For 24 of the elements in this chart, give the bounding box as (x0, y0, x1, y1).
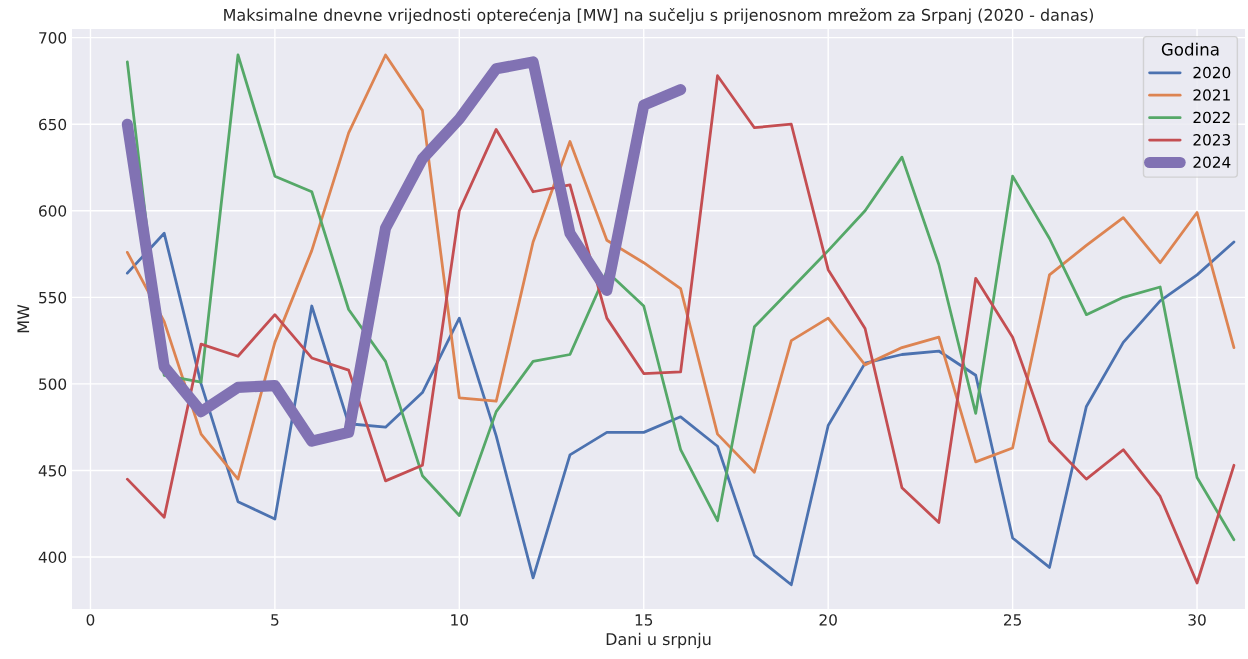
x-tick-label: 10 (451, 614, 469, 626)
x-tick-label: 25 (1004, 614, 1021, 626)
y-tick-label: 550 (39, 291, 67, 304)
x-tick-label: 30 (1188, 614, 1206, 626)
x-tick-label: 20 (819, 614, 837, 626)
legend-label: 2021 (1193, 89, 1230, 101)
y-tick-label: 650 (39, 118, 67, 131)
x-tick-label: 15 (635, 614, 653, 626)
x-tick-label: 0 (86, 614, 95, 626)
y-tick-label: 500 (39, 378, 67, 390)
legend-title: Godina (1161, 42, 1219, 56)
y-tick-label: 600 (39, 205, 67, 217)
line-series (125, 231, 1236, 587)
legend-label: 2020 (1193, 66, 1231, 79)
chart-title: Maksimalne dnevne vrijednosti opterećenja [MW] na sučelju s prijenosnom mrežom za Srpanj (2020 - danas) (224, 7, 1094, 24)
x-tick-label: 5 (271, 614, 279, 626)
legend-label: 2024 (1193, 156, 1231, 169)
legend-label: 2023 (1193, 134, 1231, 146)
y-tick-label: 450 (38, 464, 67, 477)
legend-label: 2022 (1193, 111, 1230, 124)
x-axis-title: Dani u srpnju (606, 632, 711, 649)
y-tick-label: 400 (38, 551, 67, 564)
y-axis-title: MW (17, 304, 30, 333)
y-tick-label: 700 (39, 32, 67, 44)
